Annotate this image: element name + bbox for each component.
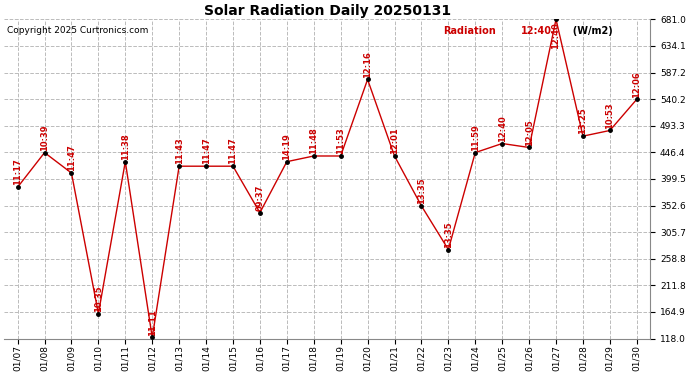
Text: 12:40: 12:40 [521, 26, 552, 36]
Text: 12:05: 12:05 [524, 119, 533, 146]
Text: (W/m2): (W/m2) [566, 26, 613, 36]
Text: 10:35: 10:35 [94, 285, 103, 312]
Text: Radiation: Radiation [444, 26, 496, 36]
Text: 11:11: 11:11 [148, 309, 157, 336]
Text: 11:47: 11:47 [228, 138, 237, 165]
Text: 13:25: 13:25 [578, 108, 587, 135]
Text: 13:35: 13:35 [444, 221, 453, 248]
Text: 10:39: 10:39 [40, 124, 49, 151]
Text: 11:17: 11:17 [13, 159, 22, 186]
Text: 12:40: 12:40 [551, 22, 560, 49]
Text: 10:53: 10:53 [605, 102, 614, 129]
Text: 11:38: 11:38 [121, 134, 130, 160]
Text: 11:47: 11:47 [67, 144, 76, 171]
Text: 12:06: 12:06 [632, 71, 641, 98]
Text: 14:19: 14:19 [282, 133, 291, 160]
Text: Copyright 2025 Curtronics.com: Copyright 2025 Curtronics.com [8, 26, 149, 35]
Text: 11:48: 11:48 [309, 128, 318, 154]
Text: 11:43: 11:43 [175, 138, 184, 165]
Text: 11:47: 11:47 [201, 138, 210, 165]
Text: 11:59: 11:59 [471, 124, 480, 151]
Text: 09:37: 09:37 [255, 184, 264, 211]
Text: 12:01: 12:01 [390, 128, 399, 154]
Text: 12:40: 12:40 [497, 115, 506, 142]
Text: 12:16: 12:16 [363, 51, 372, 78]
Title: Solar Radiation Daily 20250131: Solar Radiation Daily 20250131 [204, 4, 451, 18]
Text: 11:53: 11:53 [336, 128, 345, 154]
Text: 13:35: 13:35 [417, 178, 426, 204]
